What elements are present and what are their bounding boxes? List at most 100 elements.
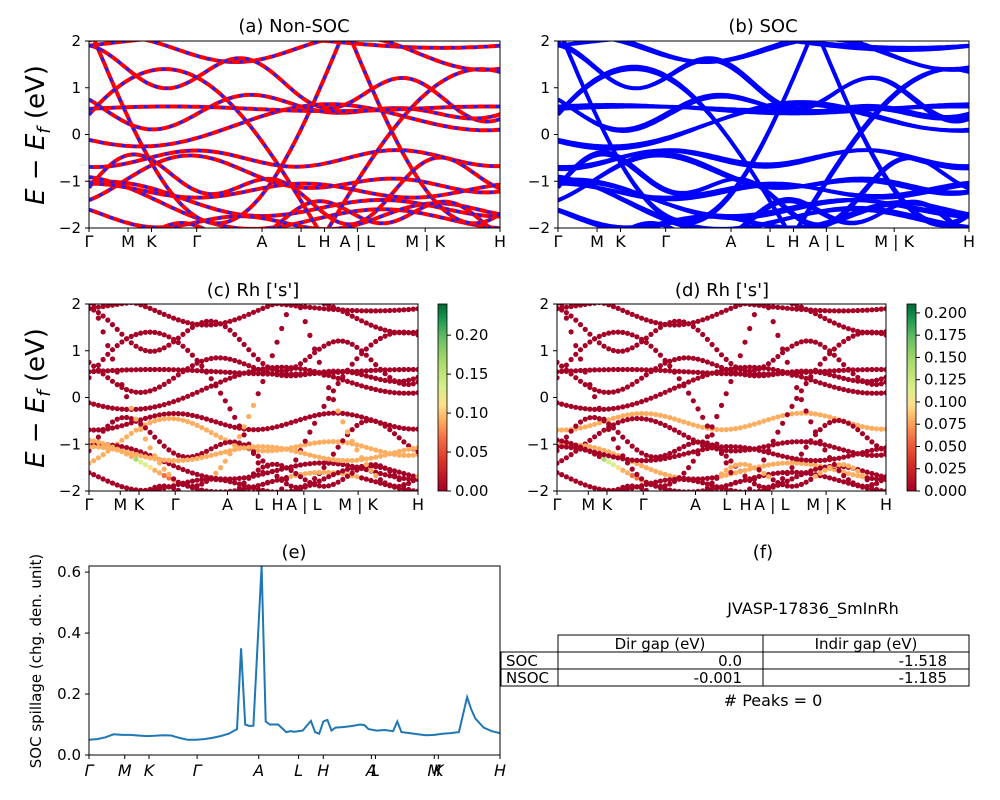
projection-point — [354, 356, 360, 362]
projection-point — [368, 417, 374, 424]
projection-point — [563, 362, 570, 368]
projection-point — [316, 439, 322, 445]
projection-point — [582, 304, 588, 307]
x-tick-label: Γ — [661, 232, 670, 251]
projection-point — [227, 327, 233, 333]
projection-point — [199, 363, 205, 369]
projection-point — [709, 361, 715, 367]
projection-point — [156, 470, 163, 476]
projection-point — [100, 444, 106, 451]
projection-point — [803, 457, 809, 463]
projection-point — [344, 466, 351, 472]
projection-point — [138, 346, 144, 352]
projection-point — [606, 406, 612, 412]
projection-point — [728, 481, 734, 487]
colorbar-tick-label: 0.20 — [455, 326, 488, 344]
projection-point — [260, 378, 266, 385]
projection-point — [232, 424, 238, 430]
projection-point — [827, 383, 833, 389]
projection-point — [742, 339, 748, 345]
projection-point — [709, 313, 715, 319]
projection-point — [401, 329, 407, 335]
projection-point — [180, 343, 186, 349]
x-tick-label: Γ — [85, 761, 95, 780]
projection-point — [363, 456, 369, 462]
projection-point — [557, 427, 560, 433]
projection-point — [340, 457, 346, 464]
projection-point — [803, 380, 809, 387]
y-tick-label: 0 — [71, 389, 81, 407]
projection-point — [368, 455, 374, 461]
projection-point — [175, 458, 181, 464]
projection-point — [391, 483, 398, 489]
projection-point — [199, 454, 205, 461]
projection-point — [653, 494, 658, 499]
projection-point — [620, 307, 626, 313]
projection-point — [415, 379, 418, 385]
projection-point — [859, 468, 866, 474]
projection-point — [812, 339, 819, 345]
projection-point — [189, 420, 195, 426]
projection-point — [288, 473, 294, 479]
table-cell: 0.0 — [718, 652, 742, 670]
projection-point — [690, 377, 696, 383]
projection-point — [855, 422, 861, 428]
projection-point — [321, 483, 327, 489]
projection-point — [269, 444, 275, 450]
projection-point — [302, 415, 308, 421]
projection-point — [770, 357, 776, 363]
projection-point — [653, 479, 659, 485]
projection-point — [747, 463, 753, 469]
projection-point — [100, 304, 106, 310]
projection-point — [728, 458, 734, 464]
projection-point — [855, 389, 861, 395]
projection-point — [789, 343, 795, 349]
projection-point — [780, 370, 786, 377]
projection-point — [368, 462, 374, 468]
projection-point — [690, 449, 696, 455]
projection-point — [663, 296, 668, 301]
x-tick-label: M | K — [405, 232, 445, 251]
projection-point — [152, 434, 158, 440]
projection-point — [326, 474, 332, 480]
projection-point — [354, 368, 360, 374]
projection-point — [227, 375, 233, 381]
projection-point — [274, 364, 280, 370]
projection-point — [185, 411, 191, 418]
projection-point — [733, 479, 739, 485]
projection-point — [302, 319, 308, 325]
projection-point — [391, 390, 398, 396]
projection-point — [695, 406, 701, 412]
projection-point — [185, 328, 191, 334]
projection-point — [95, 434, 101, 440]
table-header-dir: Dir gap (eV) — [615, 635, 706, 653]
projection-point — [874, 366, 880, 373]
projection-point — [208, 488, 214, 491]
projection-point — [657, 352, 664, 358]
projection-point — [803, 461, 809, 467]
projection-point — [171, 485, 177, 491]
projection-point — [382, 333, 388, 339]
x-tick-label: K — [134, 495, 145, 514]
projection-point — [359, 368, 365, 374]
projection-point — [798, 339, 805, 345]
projection-point — [747, 486, 753, 491]
projection-point — [577, 446, 584, 452]
projection-point — [624, 439, 631, 445]
projection-point — [222, 478, 228, 484]
projection-point — [822, 308, 828, 314]
projection-point — [326, 304, 332, 308]
projection-point — [718, 485, 725, 491]
projection-point — [869, 307, 875, 313]
projection-point — [95, 362, 101, 368]
projection-point — [878, 381, 884, 387]
projection-point — [401, 447, 407, 453]
projection-point — [559, 444, 565, 450]
projection-point — [166, 342, 172, 348]
projection-point — [359, 318, 365, 324]
projection-point — [765, 443, 772, 449]
projection-point — [105, 404, 111, 410]
projection-point — [260, 426, 266, 432]
projection-point — [592, 367, 598, 373]
projection-point — [667, 450, 673, 457]
